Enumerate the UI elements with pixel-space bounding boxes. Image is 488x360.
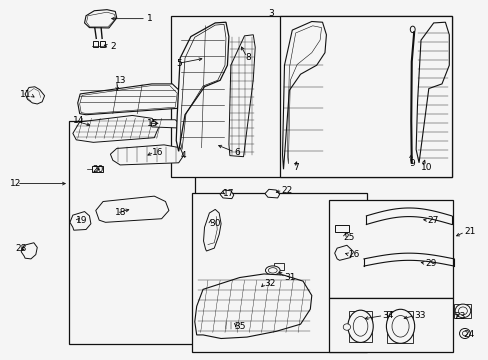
- Text: 11: 11: [20, 90, 32, 99]
- Polygon shape: [203, 210, 221, 251]
- Text: 9: 9: [408, 159, 414, 168]
- Bar: [171, 16, 451, 177]
- Text: 31: 31: [284, 273, 295, 282]
- Bar: [224, 322, 240, 330]
- Text: 26: 26: [347, 250, 359, 259]
- Text: 25: 25: [342, 233, 354, 242]
- Text: 8: 8: [245, 53, 251, 62]
- Polygon shape: [96, 196, 168, 222]
- Bar: [334, 225, 348, 232]
- Ellipse shape: [454, 304, 470, 318]
- Bar: [69, 121, 194, 344]
- Ellipse shape: [343, 324, 350, 330]
- Text: 33: 33: [413, 311, 425, 320]
- Polygon shape: [110, 145, 183, 165]
- Text: 29: 29: [424, 259, 435, 268]
- Polygon shape: [228, 35, 255, 157]
- Polygon shape: [21, 243, 37, 259]
- Text: 16: 16: [152, 148, 163, 157]
- Text: 17: 17: [223, 189, 234, 198]
- Bar: [280, 16, 451, 177]
- Bar: [453, 304, 470, 318]
- Ellipse shape: [347, 310, 372, 342]
- Bar: [348, 311, 371, 342]
- Polygon shape: [282, 22, 326, 169]
- Text: 20: 20: [92, 165, 103, 174]
- Text: 10: 10: [420, 163, 431, 172]
- Polygon shape: [194, 274, 311, 338]
- Polygon shape: [220, 190, 233, 199]
- Text: 32: 32: [264, 279, 275, 288]
- Bar: [386, 311, 412, 343]
- Bar: [240, 323, 250, 328]
- Text: 12: 12: [10, 179, 22, 188]
- Polygon shape: [264, 189, 279, 198]
- Polygon shape: [78, 84, 181, 115]
- Text: 3: 3: [267, 9, 273, 18]
- Text: 35: 35: [234, 322, 246, 331]
- Text: 22: 22: [281, 185, 292, 194]
- Text: 4: 4: [180, 151, 185, 160]
- Text: 15: 15: [147, 119, 158, 128]
- Text: 7: 7: [293, 163, 298, 172]
- Ellipse shape: [265, 266, 280, 275]
- Text: 6: 6: [234, 148, 240, 157]
- Bar: [273, 263, 283, 270]
- Text: 14: 14: [73, 116, 84, 125]
- Polygon shape: [334, 245, 351, 260]
- Bar: [191, 193, 366, 352]
- Text: 28: 28: [15, 244, 27, 253]
- Ellipse shape: [459, 328, 469, 338]
- Text: 21: 21: [463, 228, 474, 237]
- Text: 27: 27: [427, 216, 438, 225]
- Polygon shape: [151, 120, 180, 128]
- Bar: [92, 166, 103, 172]
- Bar: [93, 41, 98, 47]
- Polygon shape: [176, 22, 228, 151]
- Polygon shape: [84, 10, 117, 28]
- Text: 1: 1: [147, 14, 152, 23]
- Polygon shape: [415, 22, 448, 163]
- Text: 34: 34: [381, 311, 392, 320]
- Text: 23: 23: [453, 312, 465, 321]
- Ellipse shape: [409, 26, 414, 33]
- Text: 5: 5: [176, 59, 182, 68]
- Bar: [100, 41, 104, 47]
- Text: 13: 13: [115, 76, 126, 85]
- Bar: [328, 298, 452, 352]
- Text: 30: 30: [209, 219, 221, 228]
- Polygon shape: [70, 212, 91, 230]
- Text: 18: 18: [115, 208, 126, 217]
- Ellipse shape: [386, 309, 414, 343]
- Polygon shape: [73, 116, 159, 142]
- Bar: [328, 200, 452, 298]
- Text: 2: 2: [110, 42, 116, 51]
- Text: 24: 24: [462, 330, 473, 339]
- Polygon shape: [25, 87, 44, 104]
- Text: 19: 19: [76, 216, 87, 225]
